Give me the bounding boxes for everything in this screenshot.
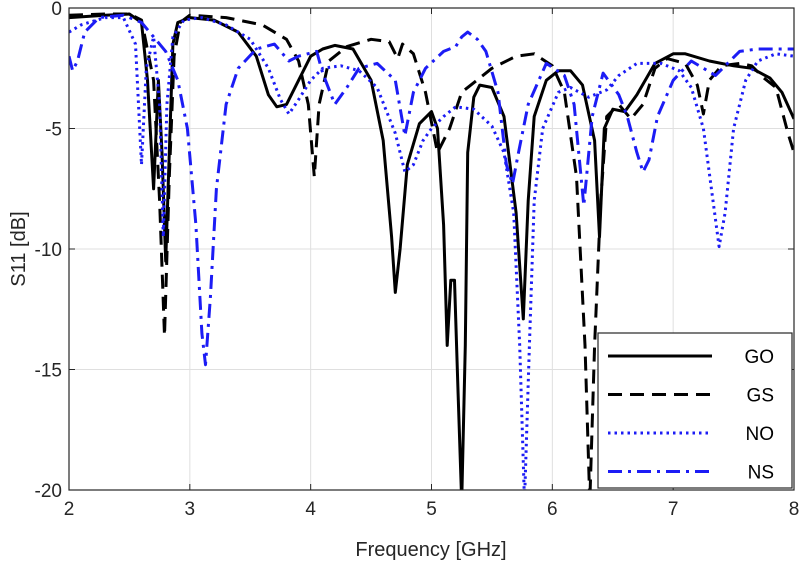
x-axis-label: Frequency [GHz] bbox=[355, 539, 506, 561]
x-tick-labels: 2 3 4 5 6 7 8 bbox=[64, 499, 800, 520]
tick-marks bbox=[68, 7, 795, 491]
series-line-no bbox=[69, 16, 794, 490]
x-tick-label: 7 bbox=[668, 499, 679, 520]
y-tick-label: 0 bbox=[51, 0, 62, 20]
legend-label-go: GO bbox=[744, 347, 774, 368]
y-axis-label: S11 [dB] bbox=[8, 211, 30, 286]
legend-label-no: NO bbox=[746, 424, 775, 445]
x-tick-label: 3 bbox=[185, 499, 196, 520]
x-tick-label: 2 bbox=[64, 499, 75, 520]
x-tick-label: 8 bbox=[789, 499, 800, 520]
legend-box bbox=[597, 332, 793, 489]
y-tick-label: -10 bbox=[35, 240, 62, 261]
x-tick-label: 5 bbox=[426, 499, 437, 520]
y-tick-labels: 0 -5 -10 -15 -20 bbox=[35, 0, 62, 502]
legend: GO GS NO NS bbox=[597, 332, 793, 489]
y-tick-label: -5 bbox=[45, 120, 62, 141]
x-tick-label: 6 bbox=[547, 499, 558, 520]
grid-lines bbox=[69, 8, 794, 490]
y-tick-label: -20 bbox=[35, 481, 62, 502]
legend-label-ns: NS bbox=[748, 463, 774, 484]
series-line-ns bbox=[69, 13, 794, 367]
y-tick-label: -15 bbox=[35, 361, 62, 382]
series-group bbox=[69, 12, 794, 490]
x-tick-label: 4 bbox=[305, 499, 316, 520]
legend-label-gs: GS bbox=[747, 386, 774, 407]
